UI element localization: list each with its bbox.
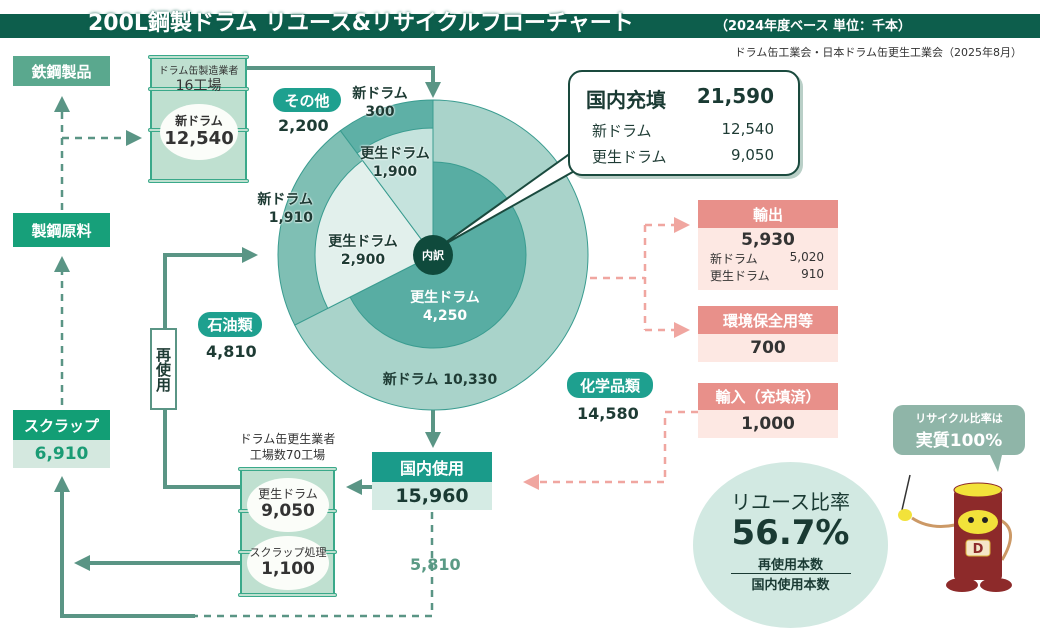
renewed-label: 更生ドラム <box>258 487 318 502</box>
drum-mascot-illustration: D <box>898 455 1012 592</box>
other-new-label: 新ドラム 300 <box>352 86 408 120</box>
oil-total: 4,810 <box>206 342 257 361</box>
breakdown-center-badge <box>413 235 453 275</box>
import-value: 1,000 <box>698 410 838 438</box>
scrap-value: 6,910 <box>13 440 110 468</box>
page-title: 200L鋼製ドラム リユース&リサイクルフローチャート <box>88 11 634 36</box>
chemical-renewed-label: 更生ドラム 4,250 <box>410 290 480 324</box>
scrap-processing-value: 1,100 <box>261 558 315 579</box>
chemical-category-pill: 化学品類 <box>567 372 653 398</box>
domestic-fill-callout: 国内充填 21,590 新ドラム 12,540 更生ドラム 9,050 <box>568 70 800 176</box>
callout-total: 21,590 <box>696 84 774 108</box>
oil-category-pill: 石油類 <box>198 312 262 337</box>
callout-renewed-value: 9,050 <box>731 146 774 164</box>
chemical-new-label: 新ドラム 10,330 <box>382 372 498 388</box>
oil-new-label: 新ドラム 1,910 <box>257 192 313 226</box>
reuse-label: 再使用 <box>150 328 177 410</box>
title-bar <box>0 14 1040 38</box>
domestic-use-value: 15,960 <box>372 482 492 510</box>
reuse-ratio-denominator: 国内使用本数 <box>751 578 830 594</box>
mascot-drum-letter: D <box>973 542 984 557</box>
maker-new-label: 新ドラム <box>175 113 223 128</box>
dashed-recycle-arrows <box>54 96 434 618</box>
pie-slice-other-renewed <box>356 127 434 257</box>
scrap-processing-label: スクラップ処理 <box>249 545 327 559</box>
steel-products-box: 鉄鋼製品 <box>13 56 110 86</box>
maker-new-value: 12,540 <box>164 127 234 149</box>
maker-title: ドラム缶製造業者 <box>158 66 239 77</box>
scrap-box: スクラップ <box>13 410 110 440</box>
environment-value: 700 <box>698 334 838 362</box>
mascot-speech-bubble: リサイクル比率は 実質100% <box>893 405 1025 455</box>
page-subtitle: （2024年度ベース 単位：千本） <box>715 19 912 34</box>
source-note: ドラム缶工業会・日本ドラム缶更生工業会（2025年8月） <box>734 46 1022 59</box>
oil-renewed-label: 更生ドラム 2,900 <box>328 234 398 268</box>
reuse-ratio-numerator: 再使用本数 <box>730 554 851 575</box>
maker-factories: 16工場 <box>175 78 222 94</box>
export-header: 輸出 <box>698 200 838 228</box>
other-renewed-label: 更生ドラム 1,900 <box>360 146 430 180</box>
callout-title: 国内充填 <box>586 88 666 112</box>
callout-renewed-label: 更生ドラム <box>592 148 667 166</box>
renewed-value: 9,050 <box>261 501 315 522</box>
steel-raw-material-box: 製鋼原料 <box>13 213 110 247</box>
export-body: 5,930 新ドラム 5,020 更生ドラム 910 <box>698 228 838 290</box>
domestic-use-header: 国内使用 <box>372 452 492 482</box>
reuse-ratio-value: 56.7% <box>731 513 850 553</box>
breakdown-label: 内訳 <box>422 249 444 262</box>
callout-new-value: 12,540 <box>721 120 775 138</box>
export-import-arrows <box>523 217 698 490</box>
other-category-pill: その他 <box>273 88 341 112</box>
reconditioner-drum: 更生ドラム 9,050 スクラップ処理 1,100 <box>238 467 337 597</box>
recon-title: ドラム缶更生業者 工場数70工場 <box>239 432 336 462</box>
pie-slice-oil-renewed <box>314 159 434 310</box>
reuse-ratio-badge: リユース比率 56.7% 再使用本数 国内使用本数 <box>693 462 888 628</box>
reuse-ratio-title: リユース比率 <box>731 490 850 514</box>
maker-drum: ドラム缶製造業者 16工場 新ドラム 12,540 <box>148 55 249 183</box>
callout-new-label: 新ドラム <box>592 122 652 140</box>
export-value: 5,930 <box>741 230 795 250</box>
import-header: 輸入（充填済） <box>698 383 838 410</box>
environment-header: 環境保全用等 <box>698 306 838 334</box>
other-total: 2,200 <box>278 116 329 135</box>
chemical-total: 14,580 <box>577 404 639 423</box>
scrap-flow-value: 5,810 <box>410 555 461 574</box>
